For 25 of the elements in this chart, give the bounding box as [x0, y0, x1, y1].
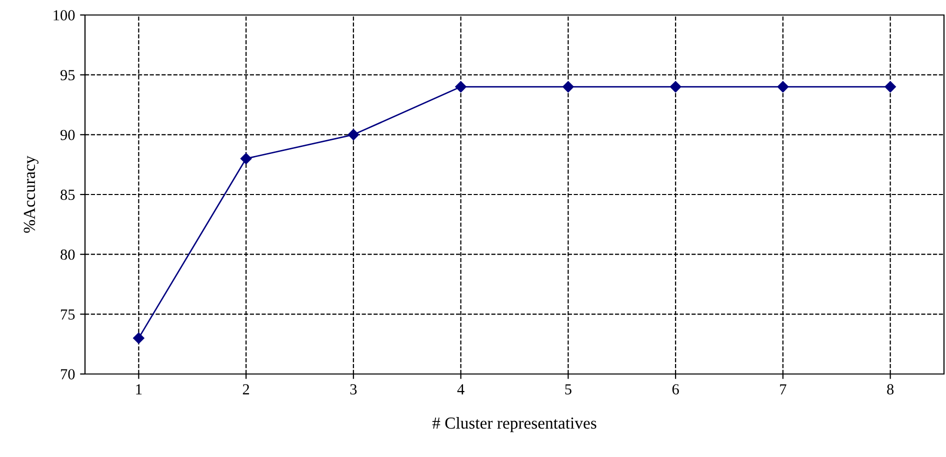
x-tick-label: 6	[672, 384, 679, 394]
x-tick-label: 5	[565, 384, 572, 394]
x-tick-label: 8	[887, 384, 894, 394]
x-tick-label: 3	[350, 384, 357, 394]
y-axis-title: %Accuracy	[24, 156, 38, 233]
point	[455, 81, 466, 92]
y-tick-label: 100	[54, 10, 75, 20]
y-tick-label: 85	[60, 190, 75, 200]
point	[240, 152, 252, 164]
x-tick-label: 2	[242, 384, 250, 394]
x-axis-title: # Cluster representatives	[432, 417, 596, 432]
point	[562, 81, 574, 92]
point	[884, 81, 896, 92]
x-tick-label: 4	[457, 384, 464, 394]
point	[777, 81, 789, 92]
x-tick-label: 7	[780, 384, 786, 394]
y-tick-label: 75	[61, 309, 75, 320]
point	[348, 129, 360, 140]
point	[670, 81, 682, 92]
x-tick-label: 1	[136, 384, 142, 394]
point	[133, 332, 144, 344]
y-tick-label: 70	[61, 369, 75, 380]
y-tick-label: 90	[60, 130, 75, 140]
y-tick-label: 95	[60, 70, 75, 80]
y-tick-label: 80	[60, 249, 75, 260]
